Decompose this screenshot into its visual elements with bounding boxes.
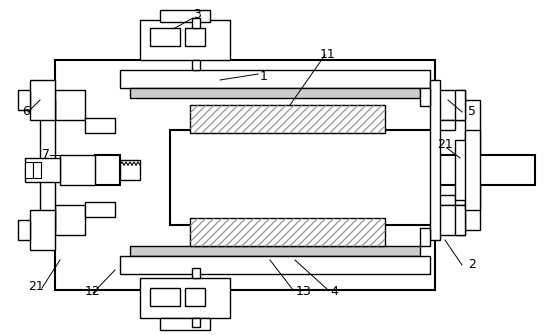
Bar: [130, 88, 420, 98]
Bar: [192, 268, 200, 278]
Bar: [25, 158, 60, 182]
Text: 21: 21: [28, 280, 44, 293]
Bar: [55, 90, 85, 120]
Bar: [185, 28, 205, 46]
Bar: [150, 28, 180, 46]
Bar: [455, 90, 465, 120]
Text: 4: 4: [330, 285, 338, 298]
Bar: [25, 162, 33, 178]
Bar: [85, 202, 115, 217]
Bar: [430, 80, 440, 240]
Text: 1: 1: [260, 70, 268, 83]
Bar: [185, 288, 205, 306]
Bar: [192, 60, 200, 70]
Bar: [192, 318, 200, 327]
Bar: [55, 205, 85, 235]
Bar: [435, 155, 535, 185]
Text: 7: 7: [42, 148, 50, 161]
Bar: [150, 288, 180, 306]
Bar: [120, 160, 140, 180]
Bar: [160, 10, 210, 22]
Bar: [30, 80, 55, 120]
Bar: [435, 120, 455, 130]
Bar: [435, 90, 465, 120]
Text: 3: 3: [193, 8, 201, 21]
Bar: [95, 155, 120, 185]
Bar: [420, 88, 430, 106]
Text: 2: 2: [468, 258, 476, 271]
Bar: [130, 246, 420, 256]
Bar: [55, 60, 435, 290]
Bar: [33, 162, 41, 178]
Bar: [18, 90, 30, 110]
Bar: [140, 20, 230, 60]
Text: 13: 13: [296, 285, 312, 298]
Bar: [455, 140, 475, 200]
Bar: [120, 70, 430, 88]
Bar: [140, 278, 230, 318]
Bar: [85, 118, 115, 133]
Text: 11: 11: [320, 48, 336, 61]
Bar: [190, 218, 385, 246]
Bar: [40, 100, 55, 230]
Bar: [30, 210, 55, 250]
Bar: [170, 130, 435, 225]
Text: 6: 6: [22, 105, 30, 118]
Bar: [192, 18, 200, 28]
Text: 12: 12: [85, 285, 101, 298]
Bar: [18, 220, 30, 240]
Bar: [465, 130, 480, 210]
Text: 21: 21: [437, 138, 453, 151]
Bar: [435, 205, 465, 235]
Bar: [160, 318, 210, 330]
Bar: [420, 228, 430, 246]
Bar: [190, 105, 385, 133]
Bar: [465, 100, 480, 230]
Bar: [435, 195, 455, 205]
Bar: [120, 256, 430, 274]
Bar: [455, 205, 465, 235]
Text: 5: 5: [468, 105, 476, 118]
Bar: [60, 155, 95, 185]
